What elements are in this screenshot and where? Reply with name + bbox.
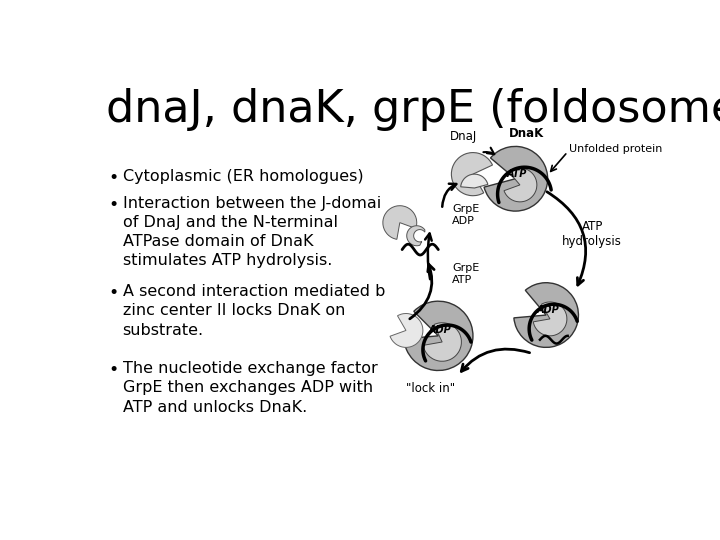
Text: Interaction between the J-domai
of DnaJ and the N-terminal
ATPase domain of DnaK: Interaction between the J-domai of DnaJ … [122,195,381,268]
Polygon shape [407,226,425,246]
Wedge shape [383,206,417,239]
Wedge shape [504,168,537,202]
Text: GrpE
ATP: GrpE ATP [452,264,480,285]
Text: •: • [109,361,119,379]
Text: •: • [109,284,119,302]
Wedge shape [461,174,488,188]
Text: ATP
hydrolysis: ATP hydrolysis [562,220,622,248]
Wedge shape [514,283,578,347]
Text: dnaJ, dnaK, grpE (foldosome): dnaJ, dnaK, grpE (foldosome) [106,88,720,131]
Wedge shape [423,323,462,361]
Wedge shape [534,302,567,336]
Text: GrpE
ADP: GrpE ADP [452,204,480,226]
Text: ATP: ATP [507,169,527,179]
Text: ADP: ADP [428,325,451,335]
Text: DnaJ: DnaJ [450,130,477,143]
Text: DnaK: DnaK [509,127,544,140]
Text: •: • [109,195,119,214]
Text: The nucleotide exchange factor
GrpE then exchanges ADP with
ATP and unlocks DnaK: The nucleotide exchange factor GrpE then… [122,361,377,415]
Text: Cytoplasmic (ER homologues): Cytoplasmic (ER homologues) [122,168,363,184]
Wedge shape [404,301,473,370]
Text: "lock in": "lock in" [406,382,455,395]
Text: ADP: ADP [536,306,559,315]
Text: A second interaction mediated b
zinc center II locks DnaK on
substrate.: A second interaction mediated b zinc cen… [122,284,385,338]
Wedge shape [451,153,492,195]
Text: Unfolded protein: Unfolded protein [570,145,662,154]
Text: •: • [109,168,119,187]
Wedge shape [484,146,548,211]
Wedge shape [390,314,423,347]
